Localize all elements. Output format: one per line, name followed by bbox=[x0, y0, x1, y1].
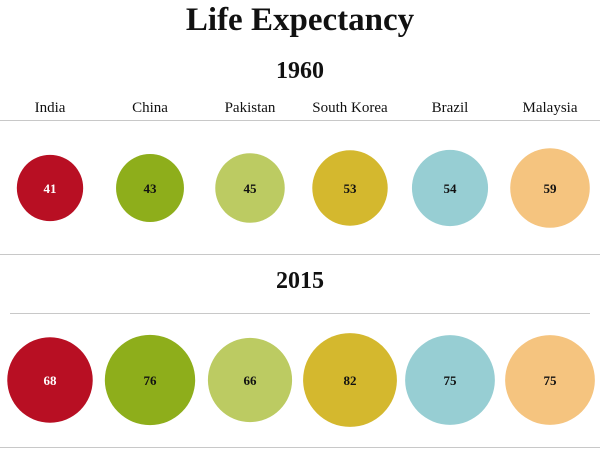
bubble-china-1960 bbox=[116, 154, 184, 222]
bubble-india-1960 bbox=[16, 154, 84, 222]
bubble-value-malaysia-1960: 59 bbox=[544, 181, 558, 196]
bubble-value-china-1960: 43 bbox=[144, 181, 158, 196]
bubble-malaysia-1960 bbox=[510, 148, 590, 228]
bubble-brazil-2015 bbox=[405, 335, 495, 425]
category-label-brazil: Brazil bbox=[431, 100, 469, 116]
year-heading-2015: 2015 bbox=[276, 268, 324, 294]
category-label-pakistan: Pakistan bbox=[224, 100, 276, 116]
bubble-value-india-1960: 41 bbox=[44, 181, 57, 196]
section-divider bbox=[0, 254, 600, 255]
bubble-pakistan-1960 bbox=[215, 153, 285, 223]
bubble-value-india-2015: 68 bbox=[44, 373, 58, 388]
bubble-value-pakistan-2015: 66 bbox=[244, 373, 258, 388]
bubble-south-korea-1960 bbox=[312, 150, 388, 226]
bubble-india-2015 bbox=[7, 337, 93, 423]
year-2015-divider bbox=[10, 313, 590, 314]
bubble-value-malaysia-2015: 75 bbox=[544, 373, 558, 388]
category-label-south-korea: South Korea bbox=[312, 100, 388, 116]
bubble-pakistan-2015 bbox=[207, 337, 293, 423]
bubble-value-brazil-2015: 75 bbox=[444, 373, 458, 388]
bubble-value-south-korea-2015: 82 bbox=[344, 373, 357, 388]
chart-title: Life Expectancy bbox=[185, 2, 415, 38]
bubble-south-korea-2015 bbox=[303, 333, 397, 427]
bubble-value-brazil-1960: 54 bbox=[444, 181, 458, 196]
bubble-china-2015 bbox=[104, 334, 196, 426]
bottom-divider bbox=[0, 447, 600, 448]
bubble-malaysia-2015 bbox=[505, 335, 595, 425]
header-divider bbox=[0, 120, 600, 121]
bubble-value-south-korea-1960: 53 bbox=[344, 181, 358, 196]
category-label-malaysia: Malaysia bbox=[522, 100, 578, 116]
category-label-india: India bbox=[34, 100, 66, 116]
bubble-value-pakistan-1960: 45 bbox=[244, 181, 258, 196]
year-heading-1960: 1960 bbox=[276, 58, 324, 84]
category-label-china: China bbox=[132, 100, 168, 116]
bubble-brazil-1960 bbox=[411, 149, 489, 227]
bubble-value-china-2015: 76 bbox=[144, 373, 158, 388]
